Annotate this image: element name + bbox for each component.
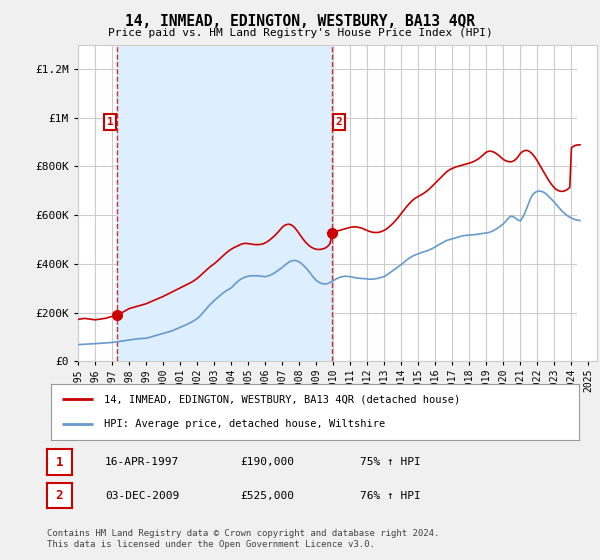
Text: 03-DEC-2009: 03-DEC-2009 (105, 491, 179, 501)
Text: Price paid vs. HM Land Registry's House Price Index (HPI): Price paid vs. HM Land Registry's House … (107, 28, 493, 38)
Text: 2: 2 (56, 489, 63, 502)
Text: Contains HM Land Registry data © Crown copyright and database right 2024.
This d: Contains HM Land Registry data © Crown c… (47, 529, 439, 549)
Text: 1: 1 (56, 455, 63, 469)
Text: 76% ↑ HPI: 76% ↑ HPI (360, 491, 421, 501)
Text: 14, INMEAD, EDINGTON, WESTBURY, BA13 4QR (detached house): 14, INMEAD, EDINGTON, WESTBURY, BA13 4QR… (104, 394, 460, 404)
Text: 16-APR-1997: 16-APR-1997 (105, 457, 179, 467)
Text: HPI: Average price, detached house, Wiltshire: HPI: Average price, detached house, Wilt… (104, 419, 385, 429)
Text: 1: 1 (107, 117, 113, 127)
Bar (577, 45, 597, 361)
Text: 75% ↑ HPI: 75% ↑ HPI (360, 457, 421, 467)
Text: £525,000: £525,000 (240, 491, 294, 501)
Text: 14, INMEAD, EDINGTON, WESTBURY, BA13 4QR: 14, INMEAD, EDINGTON, WESTBURY, BA13 4QR (125, 14, 475, 29)
Text: 2: 2 (335, 117, 342, 127)
Bar (117, 45, 332, 361)
Text: £190,000: £190,000 (240, 457, 294, 467)
